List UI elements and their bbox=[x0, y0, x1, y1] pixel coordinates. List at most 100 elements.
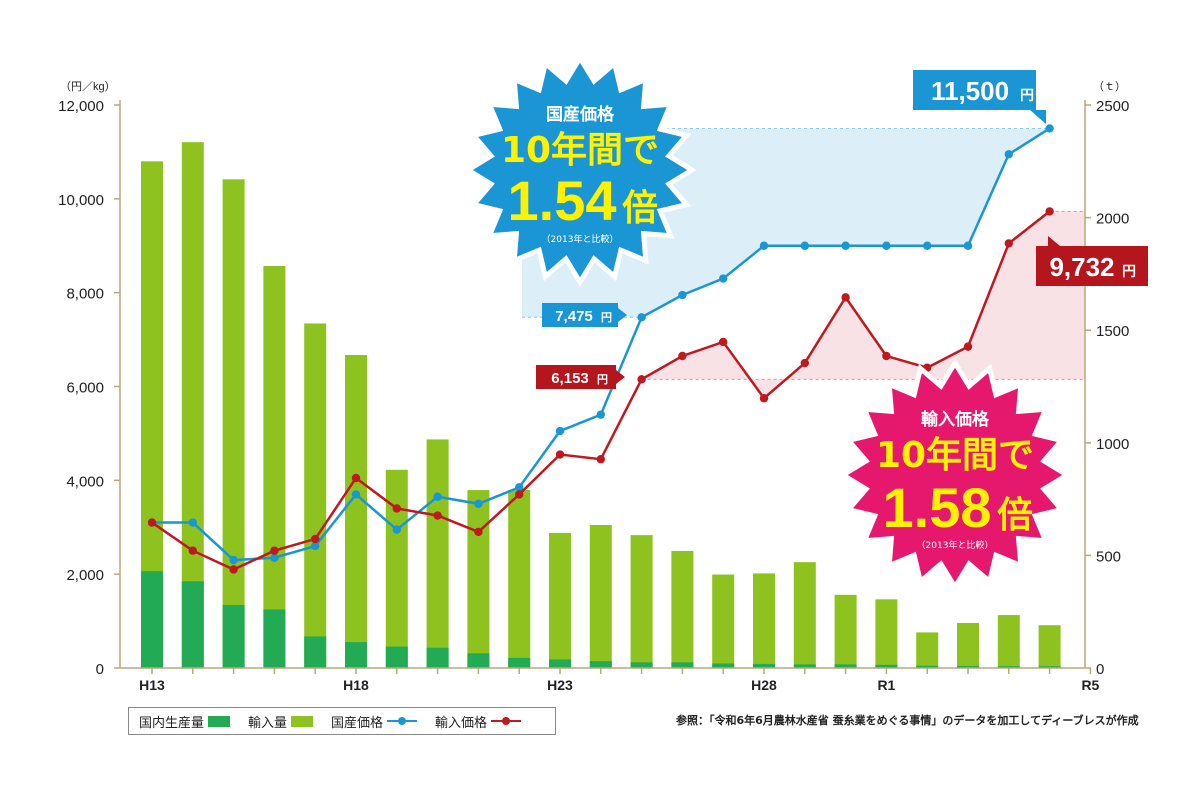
import-volume-bar bbox=[345, 354, 367, 668]
import-price-point bbox=[270, 546, 279, 555]
import-base-unit: 円 bbox=[597, 373, 608, 386]
import-price-point bbox=[963, 342, 973, 351]
domestic-volume-bar bbox=[957, 665, 979, 668]
import-price-point bbox=[637, 375, 646, 384]
right-tick-label: 1500 bbox=[1096, 323, 1129, 340]
domestic-price-point bbox=[433, 492, 442, 501]
import-volume-bar bbox=[141, 161, 163, 669]
legend-domestic-volume: 国内生産量 bbox=[139, 712, 231, 731]
import-volume-bar bbox=[222, 179, 245, 669]
domestic-burst-title: 国産価格 bbox=[546, 104, 615, 125]
domestic-volume-bar bbox=[222, 604, 245, 668]
price-lines bbox=[147, 124, 1054, 574]
import-volume-bar bbox=[753, 573, 775, 668]
domestic-price-point bbox=[841, 241, 850, 250]
x-tick-label: H23 bbox=[547, 677, 573, 693]
import-burst-period: 10年間で bbox=[876, 435, 1034, 476]
import-price-point bbox=[1004, 239, 1013, 248]
import-burst-ratio: 1.58 bbox=[883, 476, 992, 539]
x-tick-label: H18 bbox=[343, 677, 369, 693]
import-price-point bbox=[311, 534, 320, 544]
domestic-volume-bar bbox=[875, 664, 898, 668]
import-ratio-burst: 輸入価格 10年間で 1.58 倍 （2013年と比較） bbox=[838, 358, 1072, 592]
domestic-volume-bar bbox=[549, 659, 571, 668]
domestic-price-point bbox=[759, 241, 769, 250]
right-tick-label: 1000 bbox=[1096, 436, 1129, 453]
legend-import-volume-label: 輸入量 bbox=[248, 715, 288, 731]
legend-domestic-volume-label: 国内生産量 bbox=[139, 715, 205, 731]
domestic-volume-bar bbox=[426, 647, 449, 668]
domestic-volume-bar bbox=[508, 657, 531, 668]
legend-domestic-volume-swatch bbox=[208, 715, 231, 727]
x-tick-label: H28 bbox=[751, 677, 777, 693]
left-tick-label: 8,000 bbox=[66, 286, 104, 303]
x-tick-label: R5 bbox=[1081, 677, 1099, 693]
volume-bars bbox=[141, 142, 1061, 669]
left-tick-label: 6,000 bbox=[66, 380, 104, 397]
import-volume-bar bbox=[467, 490, 490, 668]
import-price-increase-area bbox=[641, 211, 1085, 399]
import-price-point bbox=[1045, 207, 1054, 216]
import-volume-bar bbox=[957, 622, 979, 668]
domestic-burst-note: （2013年と比較） bbox=[542, 233, 619, 245]
left-axis-unit: （円／kg） bbox=[60, 80, 116, 93]
import-volume-bar bbox=[1038, 625, 1061, 668]
import-end-unit: 円 bbox=[1122, 264, 1136, 280]
domestic-burst-period: 10年間で bbox=[501, 130, 659, 171]
domestic-price-point bbox=[392, 525, 401, 534]
legend-import-price-swatch bbox=[491, 716, 522, 727]
left-tick-label: 2,000 bbox=[66, 567, 104, 584]
domestic-volume-bar bbox=[997, 666, 1020, 668]
domestic-volume-bar bbox=[181, 581, 204, 668]
import-end-callout: 9,732 円 bbox=[1036, 236, 1148, 286]
domestic-volume-bar bbox=[834, 664, 857, 668]
domestic-price-point bbox=[678, 290, 687, 300]
import-price-point bbox=[759, 394, 769, 403]
import-volume-bar bbox=[263, 266, 286, 668]
left-tick-label: 10,000 bbox=[58, 192, 104, 209]
legend-domestic-price-swatch bbox=[387, 716, 418, 727]
import-price-point bbox=[841, 293, 850, 302]
domestic-volume-bar bbox=[630, 662, 653, 668]
import-burst-note: （2013年と比較） bbox=[917, 539, 994, 551]
import-volume-bar bbox=[834, 594, 857, 668]
legend-import-price: 輸入価格 bbox=[435, 712, 522, 731]
x-tick-label: R1 bbox=[877, 677, 895, 693]
import-price-point bbox=[147, 518, 157, 527]
import-price-point bbox=[882, 351, 891, 361]
right-axis-unit: （ｔ） bbox=[1093, 80, 1126, 93]
domestic-end-value: 11,500 bbox=[931, 76, 1009, 106]
import-price-point bbox=[351, 473, 361, 483]
import-volume-bar bbox=[385, 469, 408, 668]
domestic-volume-bar bbox=[141, 571, 163, 668]
domestic-ratio-burst: 国産価格 10年間で 1.54 倍 （2013年と比較） bbox=[463, 53, 697, 287]
left-tick-label: 0 bbox=[96, 661, 104, 678]
domestic-price-point bbox=[963, 241, 973, 250]
domestic-price-point bbox=[229, 555, 238, 565]
domestic-burst-suffix: 倍 bbox=[622, 188, 658, 229]
import-base-tag: 6,153 円 bbox=[536, 365, 625, 389]
import-price-point bbox=[392, 504, 401, 513]
import-volume-bar bbox=[630, 535, 653, 668]
right-tick-label: 0 bbox=[1096, 661, 1104, 678]
domestic-volume-bar bbox=[345, 642, 367, 668]
import-burst-suffix: 倍 bbox=[997, 495, 1033, 536]
domestic-volume-bar bbox=[304, 636, 327, 668]
domestic-price-point bbox=[1045, 124, 1054, 133]
import-volume-bar bbox=[916, 632, 939, 668]
legend-import-volume: 輸入量 bbox=[248, 712, 314, 731]
right-tick-label: 2500 bbox=[1096, 98, 1129, 115]
domestic-price-point bbox=[270, 553, 279, 562]
domestic-volume-bar bbox=[1038, 666, 1061, 668]
domestic-price-point bbox=[637, 313, 646, 322]
import-base-value: 6,153 bbox=[551, 370, 589, 387]
import-volume-bar bbox=[508, 490, 531, 668]
legend-domestic-price-label: 国産価格 bbox=[331, 715, 384, 731]
domestic-volume-bar bbox=[916, 665, 939, 668]
domestic-price-point bbox=[474, 499, 483, 508]
domestic-volume-bar bbox=[753, 663, 775, 668]
import-price-point bbox=[555, 450, 565, 459]
import-volume-bar bbox=[549, 532, 571, 668]
import-price-point bbox=[474, 527, 483, 537]
